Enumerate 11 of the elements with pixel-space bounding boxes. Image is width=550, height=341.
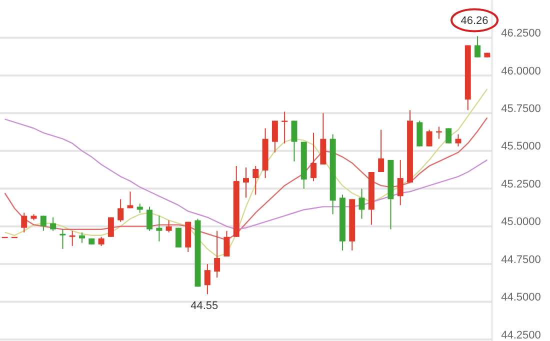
annotation: 46.26 — [460, 15, 488, 28]
y-tick-label: 46.0000 — [501, 65, 541, 78]
y-tick-label: 45.0000 — [501, 216, 541, 228]
y-tick-label: 46.2500 — [501, 28, 541, 40]
y-tick-label: 45.2500 — [501, 178, 541, 190]
y-tick-label: 45.7500 — [501, 103, 541, 116]
y-tick-label: 44.7500 — [501, 254, 541, 266]
y-tick-label: 44.5000 — [501, 292, 541, 304]
annotation: 44.55 — [190, 300, 218, 312]
y-tick-label: 45.5000 — [501, 140, 541, 153]
y-tick-label: 44.2500 — [501, 329, 541, 341]
